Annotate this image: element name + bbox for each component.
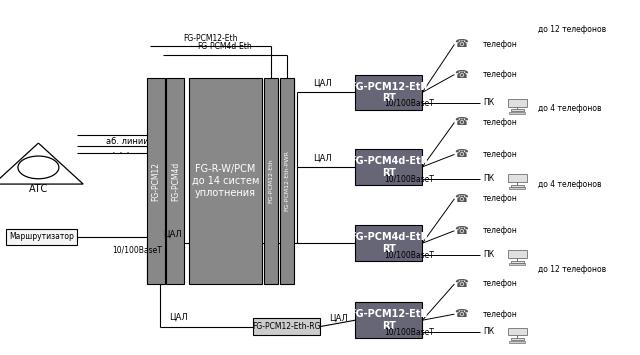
- Text: до 4 телефонов: до 4 телефонов: [538, 180, 601, 189]
- Bar: [264, 78, 278, 284]
- Bar: [509, 187, 525, 189]
- Text: FG-PCM12-Eth-RG: FG-PCM12-Eth-RG: [252, 322, 321, 331]
- Text: FG-PCM4d-Eth
RT: FG-PCM4d-Eth RT: [349, 156, 428, 178]
- Text: FG-PCM4d-Eth
RT: FG-PCM4d-Eth RT: [349, 233, 428, 254]
- Bar: [508, 174, 527, 182]
- Text: Маршрутизатор: Маршрутизатор: [9, 233, 74, 241]
- Text: ☎: ☎: [454, 149, 468, 159]
- Text: телефон: телефон: [483, 194, 518, 203]
- Text: телефон: телефон: [483, 310, 518, 319]
- Text: телефон: телефон: [483, 150, 518, 159]
- Text: 10/100BaseT: 10/100BaseT: [384, 98, 434, 108]
- Text: FG-PCM12-Eth: FG-PCM12-Eth: [269, 159, 274, 203]
- Text: ☎: ☎: [454, 226, 468, 236]
- Text: FG-PCM12-Eth-PWR: FG-PCM12-Eth-PWR: [284, 151, 289, 212]
- Text: телефон: телефон: [483, 118, 518, 127]
- Text: ☎: ☎: [454, 194, 468, 204]
- Bar: [509, 112, 525, 114]
- Bar: [355, 225, 422, 261]
- Text: FG-PCM4d: FG-PCM4d: [171, 162, 180, 201]
- Text: FG-PCM12-Eth
RT: FG-PCM12-Eth RT: [349, 310, 428, 331]
- Bar: [355, 75, 422, 110]
- Bar: [509, 341, 525, 343]
- Text: 10/100BaseT: 10/100BaseT: [112, 246, 162, 255]
- Bar: [508, 328, 527, 335]
- Text: ПК: ПК: [483, 250, 494, 259]
- Text: телефон: телефон: [483, 226, 518, 235]
- Text: телефон: телефон: [483, 70, 518, 79]
- Text: FG-PCM12: FG-PCM12: [152, 162, 161, 201]
- Text: аб. линии: аб. линии: [106, 137, 148, 147]
- Bar: [147, 78, 165, 284]
- Text: ЦАЛ: ЦАЛ: [313, 153, 332, 162]
- Bar: [6, 229, 77, 245]
- Bar: [189, 78, 262, 284]
- Text: телефон: телефон: [483, 40, 518, 49]
- Bar: [511, 338, 524, 340]
- Text: ☎: ☎: [454, 309, 468, 319]
- Text: FG-R-W/PCM
до 14 систем
уплотнения: FG-R-W/PCM до 14 систем уплотнения: [192, 164, 259, 198]
- Text: ☎: ☎: [454, 70, 468, 80]
- Bar: [511, 261, 524, 263]
- Text: FG-PCM12-Eth: FG-PCM12-Eth: [184, 34, 238, 43]
- Text: ЦАЛ: ЦАЛ: [313, 79, 332, 88]
- Text: телефон: телефон: [483, 279, 518, 289]
- Bar: [355, 149, 422, 185]
- Text: до 4 телефонов: до 4 телефонов: [538, 104, 601, 113]
- Text: · · ·: · · ·: [112, 148, 130, 158]
- Text: ПК: ПК: [483, 174, 494, 183]
- Text: АТС: АТС: [29, 184, 48, 194]
- Bar: [166, 78, 184, 284]
- Text: FG-PCM4d-Eth: FG-PCM4d-Eth: [198, 43, 252, 51]
- Text: ПК: ПК: [483, 98, 494, 108]
- Bar: [511, 185, 524, 187]
- Text: ЦАЛ: ЦАЛ: [170, 313, 188, 322]
- Bar: [355, 302, 422, 338]
- Text: ☎: ☎: [454, 118, 468, 127]
- Text: ПК: ПК: [483, 327, 494, 337]
- Bar: [280, 78, 294, 284]
- Text: ☎: ☎: [454, 279, 468, 289]
- Text: 10/100BaseT: 10/100BaseT: [384, 327, 434, 337]
- Bar: [509, 263, 525, 265]
- Bar: [253, 318, 320, 335]
- Bar: [508, 99, 527, 106]
- Text: ☎: ☎: [454, 39, 468, 49]
- Bar: [508, 250, 527, 258]
- Text: ЦАЛ: ЦАЛ: [163, 230, 182, 239]
- Text: ЦАЛ: ЦАЛ: [330, 314, 348, 323]
- Bar: [511, 109, 524, 111]
- Text: 10/100BaseT: 10/100BaseT: [384, 174, 434, 183]
- Text: до 12 телефонов: до 12 телефонов: [538, 265, 605, 274]
- Text: до 12 телефонов: до 12 телефонов: [538, 25, 605, 34]
- Text: 10/100BaseT: 10/100BaseT: [384, 250, 434, 259]
- Text: FG-PCM12-Eth
RT: FG-PCM12-Eth RT: [349, 82, 428, 103]
